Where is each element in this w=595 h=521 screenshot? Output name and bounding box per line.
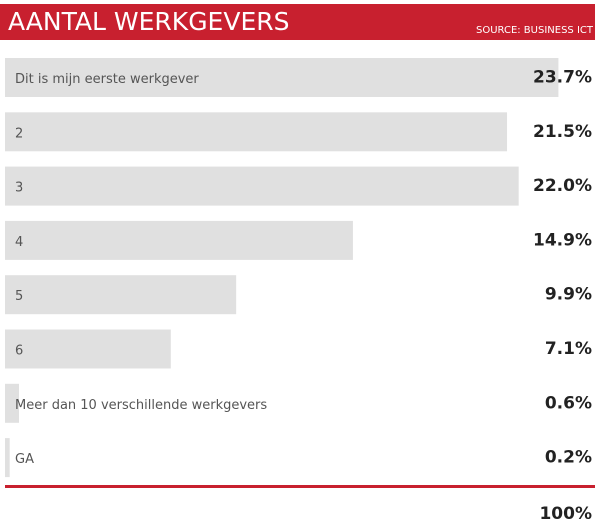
bar (5, 112, 508, 152)
total-label: 100% (539, 504, 592, 521)
bar (5, 166, 519, 206)
category-label: 5 (15, 289, 23, 304)
value-label: 22.0% (533, 176, 592, 196)
category-label: 3 (15, 181, 23, 196)
value-label: 14.9% (533, 230, 592, 250)
bar (5, 220, 353, 260)
category-label: GA (15, 452, 34, 467)
header-bar (0, 4, 595, 40)
category-label: 2 (15, 126, 23, 141)
value-label: 23.7% (533, 68, 592, 88)
value-label: 21.5% (533, 122, 592, 142)
category-label: Meer dan 10 verschillende werkgevers (15, 398, 267, 413)
bar (5, 438, 10, 478)
source: SOURCE: BUSINESS ICT (476, 25, 594, 36)
bar (5, 329, 171, 369)
bar (5, 58, 559, 97)
category-label: 4 (15, 235, 23, 250)
category-label: Dit is mijn eerste werkgever (15, 72, 199, 87)
category-label: 6 (15, 344, 23, 359)
value-label: 9.9% (545, 285, 592, 305)
bar (5, 275, 237, 315)
value-label: 0.2% (545, 448, 592, 468)
value-label: 7.1% (545, 339, 592, 359)
chart-title: AANTAL WERKGEVERS (8, 7, 290, 36)
bar (5, 383, 20, 423)
value-label: 0.6% (545, 393, 592, 413)
total-rule (5, 485, 595, 488)
